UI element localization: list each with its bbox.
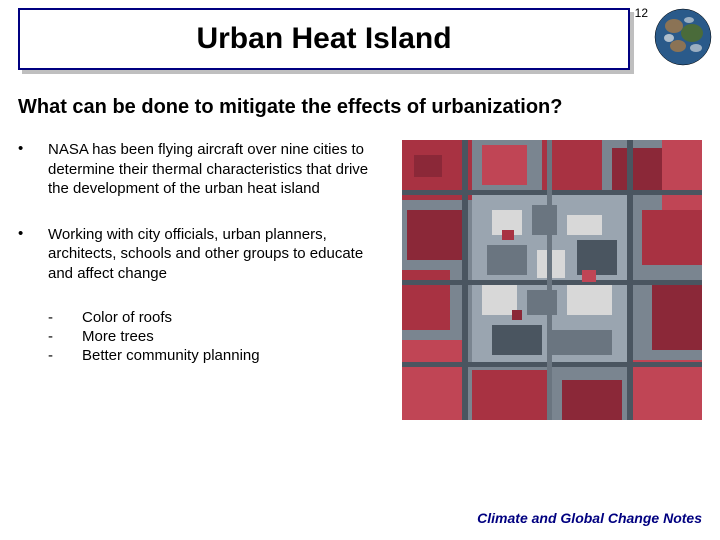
bullet-item: • Working with city officials, urban pla… — [18, 225, 390, 284]
globe-icon — [654, 8, 712, 66]
bullet-item: • NASA has been flying aircraft over nin… — [18, 140, 390, 199]
bullet-marker: • — [18, 225, 48, 284]
bullet-text: Working with city officials, urban plann… — [48, 225, 390, 284]
sub-bullet-marker: - — [48, 328, 82, 345]
bullet-marker: • — [18, 140, 48, 199]
sub-bullet-text: Better community planning — [82, 347, 260, 364]
sub-bullet-marker: - — [48, 309, 82, 326]
sub-bullet-text: More trees — [82, 328, 154, 345]
title-text: Urban Heat Island — [196, 22, 451, 56]
footer-text: Climate and Global Change Notes — [477, 510, 702, 526]
thermal-aerial-image — [402, 140, 702, 420]
bullet-text: NASA has been flying aircraft over nine … — [48, 140, 390, 199]
subtitle: What can be done to mitigate the effects… — [18, 96, 562, 119]
content-area: • NASA has been flying aircraft over nin… — [18, 140, 390, 366]
sub-bullet-text: Color of roofs — [82, 309, 172, 326]
sub-bullet-list: - Color of roofs - More trees - Better c… — [48, 309, 390, 364]
sub-bullet-marker: - — [48, 347, 82, 364]
sub-bullet-item: - More trees — [48, 328, 390, 345]
title-banner: Urban Heat Island — [18, 8, 630, 70]
sub-bullet-item: - Better community planning — [48, 347, 390, 364]
sub-bullet-item: - Color of roofs — [48, 309, 390, 326]
